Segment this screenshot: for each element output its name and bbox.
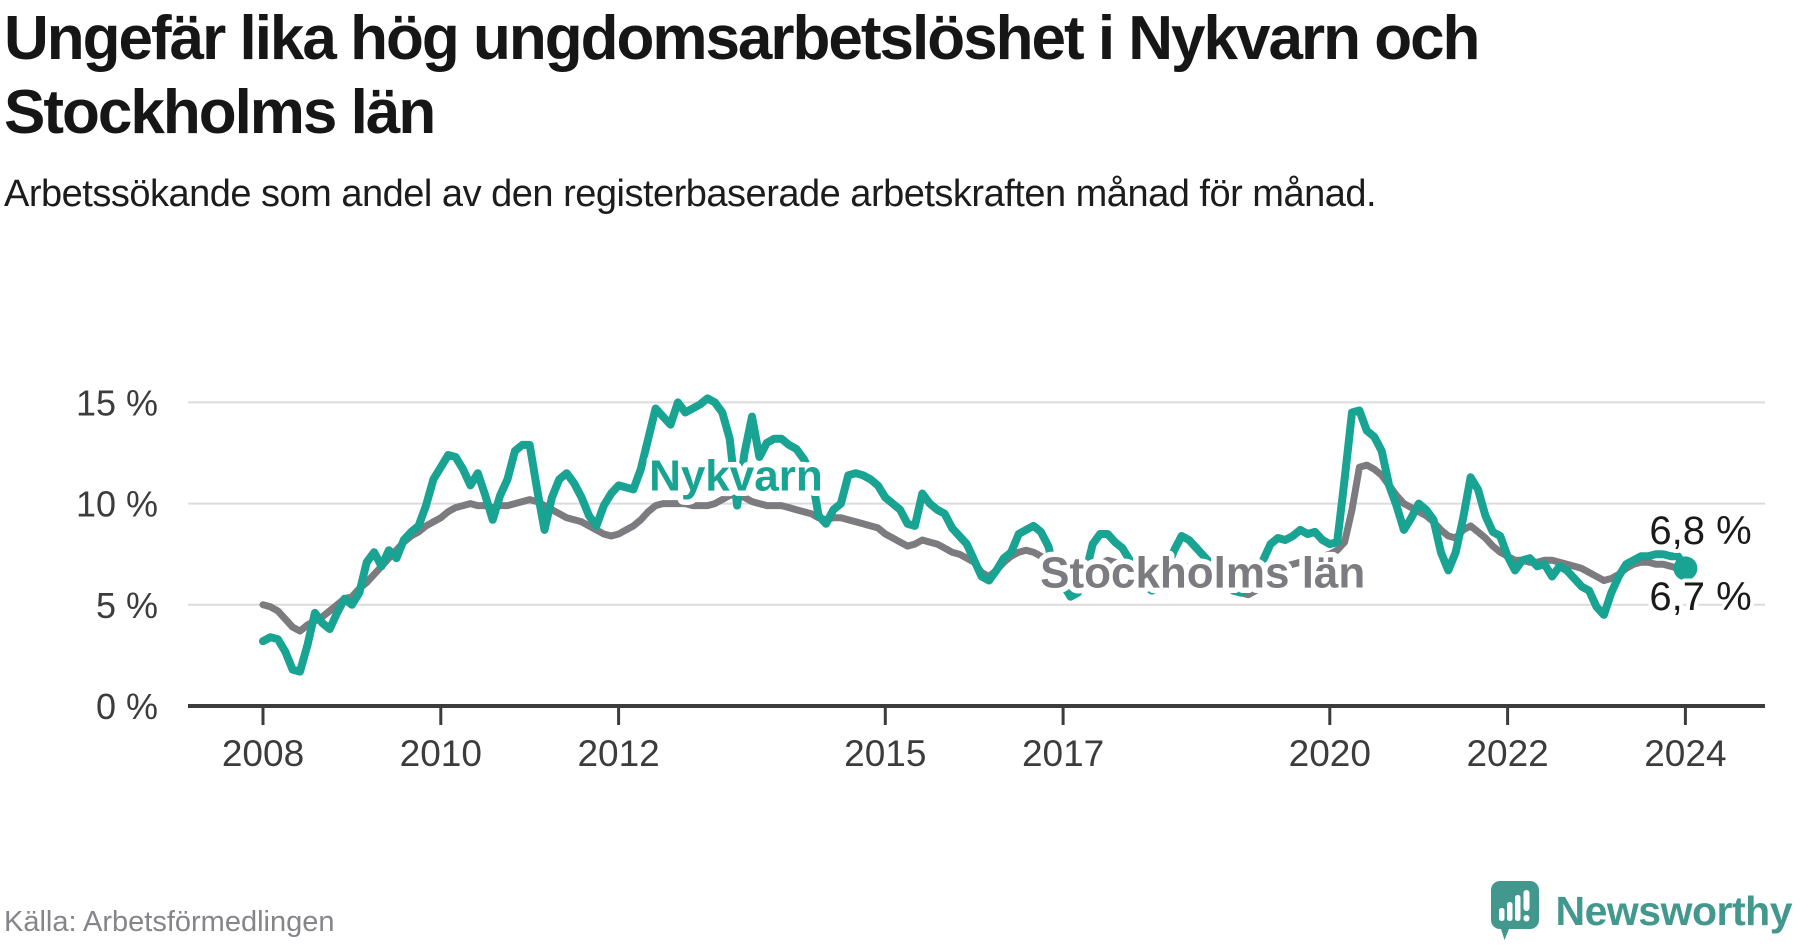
- y-tick-label-0: 0 %: [96, 686, 158, 727]
- x-tick-label-2015: 2015: [844, 733, 926, 774]
- end-value-label-0: 6,8 %: [1649, 509, 1751, 553]
- newsworthy-logo: Newsworthy: [1490, 880, 1793, 942]
- page-title: Ungefär lika hög ungdomsarbetslöshet i N…: [4, 4, 1480, 147]
- logo-exclamation-bar: [1523, 890, 1529, 911]
- logo-bar-medium: [1506, 902, 1512, 921]
- x-tick-label-2008: 2008: [222, 733, 304, 774]
- y-tick-label-15: 15 %: [76, 382, 158, 423]
- chart-subtitle: Arbetssökande som andel av den registerb…: [4, 173, 1377, 215]
- newsworthy-logo-text: Newsworthy: [1555, 887, 1793, 934]
- x-tick-label-2012: 2012: [577, 733, 659, 774]
- end-dot-nykvarn: [1673, 556, 1698, 581]
- logo-bar-small: [1498, 908, 1504, 921]
- x-tick-label-2010: 2010: [400, 733, 482, 774]
- line-nykvarn: [259, 394, 1690, 676]
- logo-exclamation-dot: [1523, 915, 1529, 922]
- series-label-nykvarn: Nykvarn: [649, 451, 823, 500]
- y-tick-label-10: 10 %: [76, 484, 158, 525]
- logo-bar-large: [1514, 895, 1520, 921]
- source-label: Källa: Arbetsförmedlingen: [4, 906, 335, 938]
- newsworthy-logo-icon: [1490, 881, 1539, 940]
- y-tick-label-5: 5 %: [96, 585, 158, 626]
- x-tick-label-2017: 2017: [1022, 733, 1104, 774]
- series-label-stockholm: Stockholms län: [1040, 548, 1365, 597]
- x-tick-label-2022: 2022: [1466, 733, 1548, 774]
- x-tick-label-2024: 2024: [1644, 733, 1726, 774]
- end-value-label-1: 6,7 %: [1649, 575, 1751, 619]
- x-tick-label-2020: 2020: [1289, 733, 1371, 774]
